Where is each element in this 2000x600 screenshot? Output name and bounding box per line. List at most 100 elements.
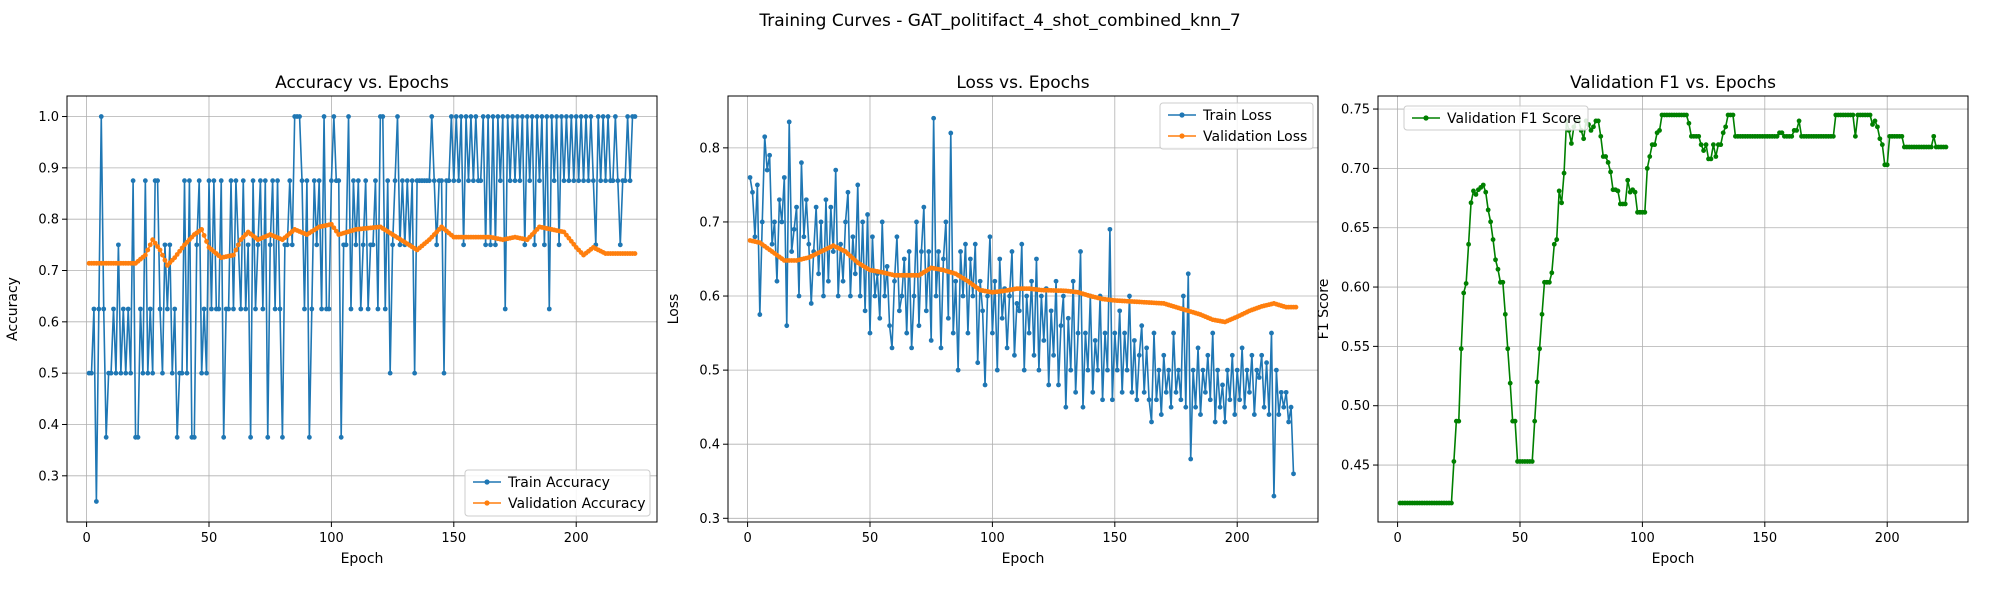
series-f1 [1397, 112, 1949, 506]
data-point [850, 234, 856, 240]
data-point [453, 114, 459, 119]
data-point [1928, 144, 1934, 150]
data-point [1185, 271, 1191, 277]
y-axis-label: F1 Score [1316, 279, 1332, 340]
data-point [1119, 389, 1125, 395]
data-point [1112, 330, 1118, 336]
data-point [1261, 404, 1267, 410]
data-point [754, 182, 760, 188]
legend-swatch-marker [1179, 133, 1185, 139]
data-point [510, 114, 515, 119]
data-point [941, 256, 946, 262]
data-point [1471, 188, 1476, 194]
data-point [1696, 133, 1702, 139]
data-point [1644, 165, 1650, 171]
data-point [1539, 311, 1545, 317]
data-point [206, 178, 212, 184]
data-point [833, 167, 839, 173]
y-tick-label: 0.75 [1341, 103, 1370, 118]
y-tick-label: 0.7 [699, 215, 720, 230]
data-point [309, 306, 315, 312]
data-point [1171, 330, 1176, 336]
data-point [172, 306, 178, 312]
data-point [615, 178, 621, 184]
data-point [272, 306, 278, 312]
data-point [98, 114, 104, 119]
data-point [884, 264, 890, 269]
data-point [1546, 279, 1552, 285]
data-point [1151, 330, 1157, 336]
data-point [1877, 136, 1883, 142]
data-point [825, 278, 831, 284]
data-point [865, 212, 870, 217]
data-point [1041, 338, 1047, 343]
series-line [1400, 114, 1946, 504]
data-point [1051, 352, 1056, 358]
data-point [194, 242, 200, 248]
data-point [1234, 367, 1240, 373]
data-point [1534, 379, 1540, 385]
data-point [1163, 389, 1169, 395]
data-point [1073, 389, 1079, 395]
data-point [896, 308, 902, 314]
y-axis-label: Loss [666, 294, 682, 325]
y-tick-label: 0.8 [699, 141, 720, 156]
data-point [120, 306, 126, 312]
data-point [999, 315, 1005, 321]
data-point [142, 252, 148, 258]
x-tick-label: 200 [1875, 531, 1900, 546]
series-train [86, 114, 638, 504]
data-point [353, 242, 359, 248]
y-tick-label: 0.5 [699, 364, 720, 379]
data-point [892, 278, 897, 284]
data-point [1266, 412, 1272, 417]
y-tick-label: 0.3 [38, 469, 59, 484]
data-point [458, 114, 464, 119]
data-point [258, 178, 263, 184]
data-point [429, 114, 435, 119]
data-point [1468, 200, 1474, 206]
data-point [1048, 308, 1054, 314]
data-point [1144, 345, 1150, 351]
data-point [1720, 130, 1726, 136]
data-point [1180, 293, 1186, 299]
data-point [799, 160, 804, 166]
data-point [1102, 330, 1108, 336]
data-point [1188, 456, 1194, 462]
data-point [936, 249, 941, 254]
data-point [1852, 133, 1858, 139]
data-point [209, 306, 214, 312]
x-tick-label: 100 [319, 531, 344, 546]
data-point [632, 114, 638, 119]
data-point [1078, 249, 1083, 254]
data-point [125, 306, 131, 312]
data-point [495, 114, 501, 119]
data-point [994, 367, 1000, 373]
data-point [1867, 112, 1873, 118]
data-point [1129, 389, 1135, 395]
data-point [500, 114, 506, 119]
legend-box [1403, 105, 1589, 131]
data-point [306, 434, 312, 440]
data-point [167, 242, 173, 248]
data-point [1210, 330, 1216, 336]
data-point [916, 323, 922, 329]
data-point [539, 114, 545, 119]
data-point [975, 360, 981, 366]
data-point [870, 234, 875, 240]
data-point [473, 114, 479, 119]
data-point [1158, 412, 1164, 417]
data-point [1490, 237, 1496, 242]
data-point [351, 178, 356, 184]
data-point [1830, 133, 1836, 139]
data-point [1134, 397, 1140, 403]
data-point [1537, 346, 1542, 352]
data-point [346, 114, 351, 119]
data-point [791, 226, 797, 232]
data-point [938, 345, 944, 351]
data-point [1092, 338, 1098, 343]
data-point [333, 228, 339, 234]
data-point [116, 242, 121, 248]
data-point [316, 178, 322, 184]
data-point [632, 251, 638, 256]
